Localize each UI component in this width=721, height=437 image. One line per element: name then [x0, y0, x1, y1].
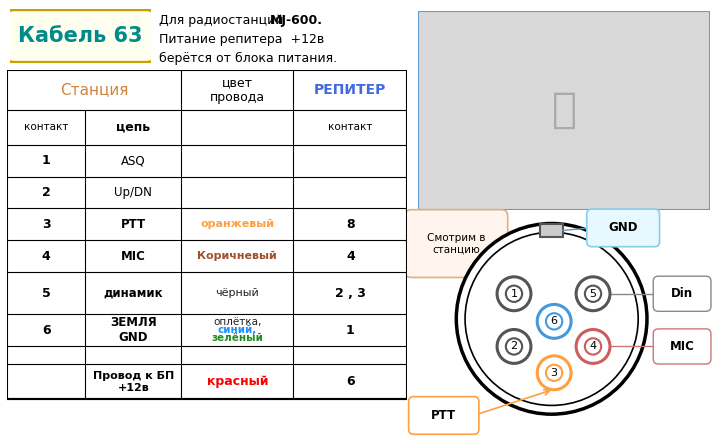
Text: Питание репитера  +12в: Питание репитера +12в: [159, 33, 324, 46]
Text: 8: 8: [346, 218, 355, 231]
Text: Провод к БП
+12в: Провод к БП +12в: [92, 371, 174, 393]
Text: зелёный: зелёный: [211, 333, 263, 343]
Text: Up/DN: Up/DN: [115, 186, 152, 199]
Circle shape: [546, 313, 562, 329]
Text: 2: 2: [42, 186, 50, 199]
Text: красный: красный: [206, 375, 268, 388]
Circle shape: [506, 286, 522, 302]
Circle shape: [546, 364, 562, 381]
Text: оранжевый: оранжевый: [200, 219, 274, 229]
Text: 4: 4: [42, 250, 50, 263]
Text: оплётка,: оплётка,: [213, 317, 262, 327]
Text: GND: GND: [609, 222, 638, 234]
Circle shape: [537, 305, 571, 338]
FancyBboxPatch shape: [405, 210, 508, 277]
Text: РЕПИТЕР: РЕПИТЕР: [314, 83, 386, 97]
FancyBboxPatch shape: [409, 397, 479, 434]
Text: 📷: 📷: [552, 89, 577, 132]
Text: ASQ: ASQ: [121, 154, 146, 167]
FancyBboxPatch shape: [653, 276, 711, 311]
Text: ЗЕМЛЯ
GND: ЗЕМЛЯ GND: [110, 316, 156, 344]
Text: MIC: MIC: [670, 340, 694, 353]
Circle shape: [537, 356, 571, 390]
Text: чёрный: чёрный: [216, 288, 259, 298]
Text: Кабель 63: Кабель 63: [18, 26, 143, 46]
Text: MIC: MIC: [121, 250, 146, 263]
FancyBboxPatch shape: [540, 223, 563, 237]
Text: 1: 1: [510, 289, 518, 299]
Text: 1: 1: [346, 324, 355, 337]
Text: 2: 2: [510, 341, 518, 351]
Text: 6: 6: [551, 316, 557, 326]
Text: контакт: контакт: [24, 122, 68, 132]
FancyBboxPatch shape: [418, 11, 710, 210]
Text: контакт: контакт: [328, 122, 373, 132]
Text: 5: 5: [590, 289, 596, 299]
Circle shape: [497, 277, 531, 311]
Circle shape: [506, 338, 522, 354]
Text: берётся от блока питания.: берётся от блока питания.: [159, 52, 337, 65]
Circle shape: [585, 286, 601, 302]
Text: цепь: цепь: [116, 121, 150, 134]
Text: Станция: Станция: [60, 82, 128, 97]
Text: PTT: PTT: [431, 409, 456, 422]
FancyBboxPatch shape: [7, 10, 154, 62]
Text: 6: 6: [42, 324, 50, 337]
FancyBboxPatch shape: [587, 209, 660, 247]
Circle shape: [497, 329, 531, 364]
Circle shape: [585, 338, 601, 354]
Text: Для радиостанций: Для радиостанций: [159, 14, 287, 27]
FancyBboxPatch shape: [653, 329, 711, 364]
Text: цвет
провода: цвет провода: [210, 76, 265, 104]
Text: 5: 5: [42, 287, 50, 300]
Text: 3: 3: [551, 368, 557, 378]
Text: MJ-600.: MJ-600.: [270, 14, 323, 27]
Text: Коричневый: Коричневый: [198, 251, 277, 261]
Text: PTT: PTT: [120, 218, 146, 231]
Text: 6: 6: [346, 375, 355, 388]
Text: 3: 3: [42, 218, 50, 231]
Text: 2 , 3: 2 , 3: [335, 287, 366, 300]
Text: динамик: динамик: [104, 287, 163, 300]
Circle shape: [456, 223, 647, 414]
Text: Смотрим в
станцию: Смотрим в станцию: [427, 233, 485, 254]
Text: 4: 4: [346, 250, 355, 263]
Text: 1: 1: [42, 154, 50, 167]
Text: Din: Din: [671, 287, 693, 300]
Circle shape: [576, 329, 610, 364]
Text: 4: 4: [590, 341, 596, 351]
Text: синий,: синий,: [218, 325, 257, 335]
Circle shape: [576, 277, 610, 311]
